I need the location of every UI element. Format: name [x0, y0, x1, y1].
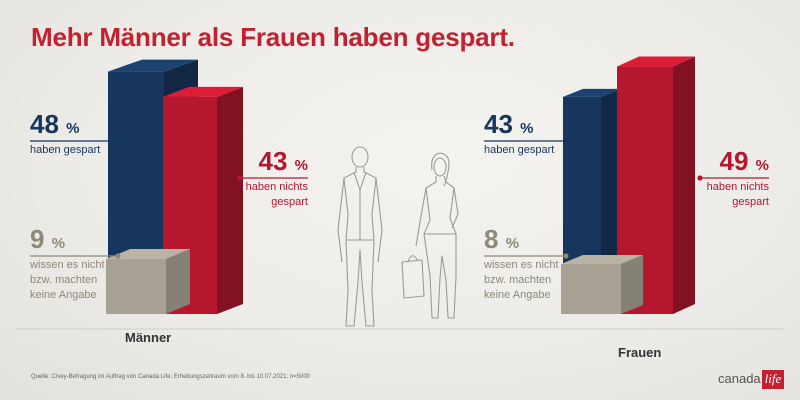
brand-logo: canada life	[718, 370, 785, 389]
label-maenner-not-saved-label-0: haben nichts	[246, 181, 309, 193]
logo-text: canada	[718, 371, 761, 386]
people-figures	[337, 146, 459, 327]
bar-maenner-not-saved-side	[217, 86, 243, 314]
label-frauen-saved-dot	[563, 138, 569, 144]
label-frauen-no-answer-label-0: wissen es nicht	[483, 259, 559, 271]
woman-figure-icon	[401, 152, 459, 319]
label-frauen-saved-label-0: haben gespart	[484, 144, 554, 156]
page-title: Mehr Männer als Frauen haben gespart.	[31, 22, 515, 52]
logo-accent: life	[761, 370, 785, 389]
label-maenner-no-answer-unit: %	[52, 235, 65, 252]
label-maenner-not-saved-label-1: gespart	[271, 196, 308, 208]
label-maenner-saved-dot	[147, 138, 153, 144]
label-frauen-no-answer-label-2: keine Angabe	[484, 289, 551, 301]
label-frauen-not-saved: 49 % haben nichts gespart	[697, 146, 769, 208]
label-maenner-not-saved-unit: %	[295, 157, 308, 174]
bar-frauen-no-answer-side	[621, 255, 643, 314]
bar-frauen-no-answer	[561, 255, 643, 314]
label-maenner-saved-label-0: haben gespart	[30, 144, 100, 156]
label-maenner-no-answer-value: 9 %	[30, 224, 65, 254]
bar-frauen-no-answer-front	[561, 264, 621, 314]
category-label-frauen: Frauen	[618, 345, 661, 360]
label-frauen-no-answer-label-1: bzw. machten	[484, 274, 551, 286]
label-maenner-no-answer-dot	[115, 253, 121, 259]
label-frauen-saved: 43 % haben gespart	[484, 109, 569, 156]
label-frauen-not-saved-label-0: haben nichts	[707, 181, 770, 193]
label-frauen-no-answer-unit: %	[506, 235, 519, 252]
bar-maenner-saved-top	[108, 59, 198, 72]
bar-frauen-saved-top	[563, 88, 621, 97]
label-maenner-saved-unit: %	[66, 120, 79, 137]
label-frauen-not-saved-label-1: gespart	[732, 196, 769, 208]
label-frauen-no-answer-value: 8 %	[484, 224, 519, 254]
bar-maenner-not-saved	[163, 86, 243, 314]
label-maenner-no-answer-label-2: keine Angabe	[30, 289, 97, 301]
label-maenner-no-answer: 9 % wissen es nicht bzw. machten keine Anga…	[29, 224, 121, 301]
label-maenner-saved-value: 48 %	[30, 109, 80, 139]
bar-frauen-not-saved-side	[673, 56, 695, 315]
label-frauen-no-answer-dot	[563, 253, 569, 259]
bar-frauen-no-answer-top	[561, 255, 643, 264]
label-frauen-saved-unit: %	[520, 120, 533, 137]
man-figure-icon	[337, 146, 383, 327]
bar-maenner-no-answer-side	[166, 249, 190, 314]
bar-maenner-no-answer-front	[106, 259, 166, 314]
source-note: Quelle: Civey-Befragung im Auftrag von C…	[31, 374, 311, 380]
label-maenner-not-saved-value: 43 %	[259, 146, 309, 176]
label-frauen-no-answer: 8 % wissen es nicht bzw. machten keine Anga…	[483, 224, 569, 301]
bar-maenner-no-answer	[106, 249, 190, 314]
bar-maenner-not-saved-top	[163, 86, 243, 97]
label-maenner-no-answer-label-1: bzw. machten	[30, 274, 97, 286]
label-frauen-not-saved-dot	[697, 175, 703, 181]
bar-maenner-no-answer-top	[106, 249, 190, 259]
label-frauen-not-saved-value: 49 %	[720, 146, 770, 176]
label-maenner-not-saved-dot	[237, 175, 243, 181]
category-label-maenner: Männer	[125, 330, 171, 345]
label-maenner-no-answer-label-0: wissen es nicht	[29, 259, 105, 271]
label-frauen-saved-value: 43 %	[484, 109, 534, 139]
label-frauen-not-saved-unit: %	[756, 157, 769, 174]
label-maenner-not-saved: 43 % haben nichts gespart	[237, 146, 308, 208]
bar-frauen-not-saved-top	[617, 56, 695, 67]
